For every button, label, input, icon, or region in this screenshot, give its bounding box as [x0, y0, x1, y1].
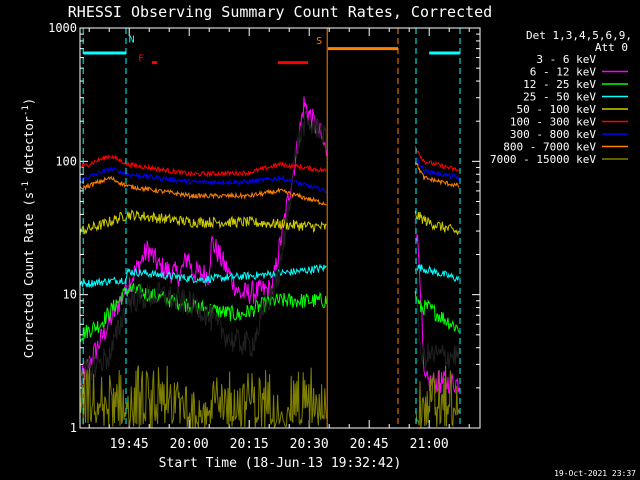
- legend-label: 100 - 300 keV: [510, 116, 596, 129]
- vline-layer: [82, 28, 461, 428]
- y-axis-label-end: ): [22, 98, 36, 105]
- legend-label: 50 - 100 keV: [517, 103, 597, 116]
- series-25-50keV-seg0: [79, 263, 327, 289]
- x-axis: 19:45 20:00 20:15 20:30 20:45 21:00: [88, 28, 470, 452]
- series-3-6keV-seg0: [79, 109, 327, 388]
- series-800-7000keV-seg0: [79, 175, 327, 206]
- x-tick-label: 20:45: [350, 437, 389, 452]
- legend-title: Det 1,3,4,5,6,9,: [526, 29, 632, 42]
- y-tick-label: 1: [70, 421, 77, 435]
- x-tick-label: 20:15: [230, 437, 269, 452]
- flag-label: S: [316, 36, 322, 47]
- y-tick-label: 10: [63, 288, 77, 302]
- series-7000-15000keV-seg0: [79, 365, 327, 428]
- legend-label: 800 - 7000 keV: [503, 141, 596, 154]
- attenuator-bars: [83, 47, 460, 65]
- x-tick-label: 20:30: [290, 437, 329, 452]
- y-tick-label: 100: [55, 154, 77, 168]
- flag-label: N: [129, 34, 135, 45]
- y-axis-label-main: Corrected Count Rate (s: [22, 192, 36, 358]
- flag-label: F: [138, 54, 144, 65]
- series-6-12keV-seg1: [414, 220, 460, 395]
- series-300-800keV-seg0: [79, 166, 327, 194]
- x-tick-label: 21:00: [410, 437, 449, 452]
- legend-label: 3 - 6 keV: [536, 53, 596, 66]
- series-800-7000keV-seg1: [414, 162, 460, 188]
- chart-title: RHESSI Observing Summary Count Rates, Co…: [68, 3, 492, 21]
- series-100-300keV-seg1: [414, 145, 460, 172]
- series-50-100keV-seg1: [414, 210, 460, 235]
- legend-label: 12 - 25 keV: [523, 78, 596, 91]
- series-3-6keV-seg1: [414, 214, 460, 369]
- footer-date: 19-Oct-2021 23:37: [554, 469, 636, 478]
- x-tick-label: 19:45: [110, 437, 149, 452]
- series-300-800keV-seg1: [414, 156, 460, 182]
- series-6-12keV-seg0: [79, 96, 327, 386]
- x-axis-label: Start Time (18-Jun-13 19:32:42): [159, 456, 402, 471]
- series-25-50keV-seg1: [414, 264, 460, 282]
- y-axis-label: Corrected Count Rate (s-1 detector-1): [21, 98, 36, 358]
- series-7000-15000keV-seg1: [414, 365, 460, 428]
- y-tick-label: 1000: [48, 21, 77, 35]
- legend-subtitle: Att 0: [595, 41, 628, 54]
- series-100-300keV-seg0: [79, 154, 327, 178]
- y-axis-label-mid: detector: [22, 116, 36, 181]
- legend-label: 7000 - 15000 keV: [490, 153, 596, 166]
- legend-label: 6 - 12 keV: [530, 66, 597, 79]
- legend-label: 25 - 50 keV: [523, 91, 596, 104]
- y-axis-label-sup2: -1: [21, 105, 31, 116]
- series-12-25keV-seg1: [414, 291, 460, 333]
- series-50-100keV-seg0: [79, 209, 327, 236]
- annotations: NF S: [129, 34, 323, 64]
- x-tick-label: 20:00: [170, 437, 209, 452]
- series-12-25keV-seg0: [79, 283, 327, 343]
- legend-label: 300 - 800 keV: [510, 128, 596, 141]
- y-axis-label-sup1: -1: [21, 181, 31, 192]
- series-layer: [79, 96, 460, 428]
- plot-frame: [79, 27, 481, 429]
